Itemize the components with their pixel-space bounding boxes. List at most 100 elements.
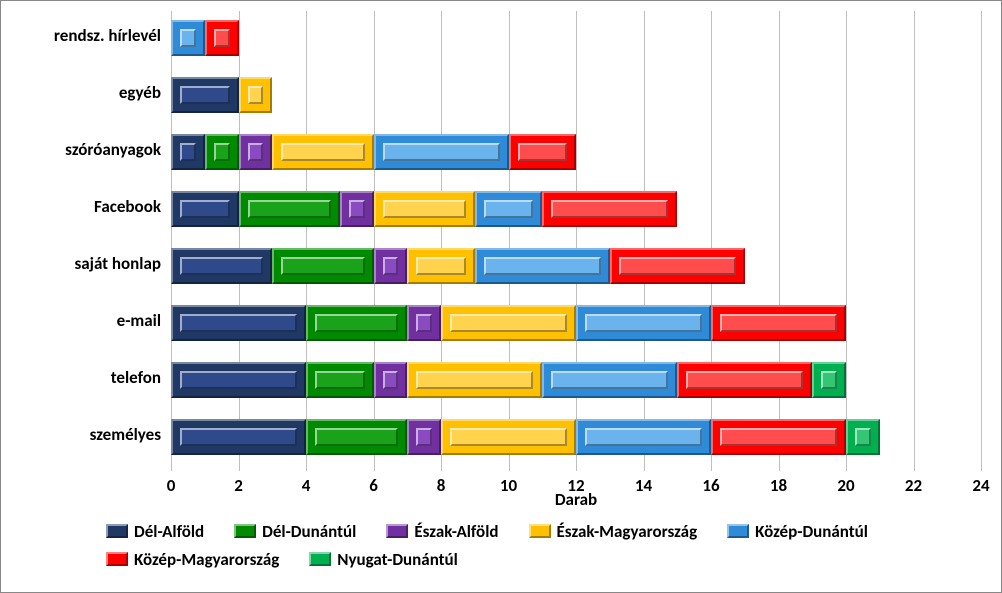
bar-segment <box>374 134 509 170</box>
y-category-label: saját honlap <box>1 255 161 274</box>
bar-segment-inner <box>551 371 668 389</box>
bar-segment-inner <box>315 314 398 332</box>
y-category-label: egyéb <box>1 84 161 103</box>
grid-line <box>306 11 307 471</box>
bar-segment-inner <box>416 314 432 332</box>
y-category-label: személyes <box>1 426 161 445</box>
legend-label: Dél-Dunántúl <box>262 521 356 542</box>
bar-segment <box>205 134 239 170</box>
grid-line <box>441 11 442 471</box>
legend-item: Dél-Dunántúl <box>234 517 362 545</box>
bar-segment <box>711 419 846 455</box>
bar-segment <box>542 191 677 227</box>
bar-segment <box>610 248 745 284</box>
bar-segment-inner <box>214 143 230 161</box>
legend-item: Dél-Alföld <box>106 517 210 545</box>
bar-segment-inner <box>180 257 263 275</box>
grid-line <box>374 11 375 471</box>
bar-segment-inner <box>180 29 196 47</box>
grid-line <box>914 11 915 471</box>
bar-segment <box>171 362 306 398</box>
bar-segment-inner <box>686 371 803 389</box>
bar-segment-inner <box>484 200 534 218</box>
bar-segment <box>171 305 306 341</box>
legend-swatch <box>309 552 331 566</box>
legend-label: Nyugat-Dunántúl <box>337 549 458 570</box>
bar-segment <box>441 305 576 341</box>
bar-segment <box>171 191 239 227</box>
legend-label: Észak-Magyarország <box>557 521 698 542</box>
bar-segment-inner <box>180 371 297 389</box>
bar-segment-inner <box>821 371 837 389</box>
bar-segment <box>509 134 577 170</box>
bar-segment <box>171 20 205 56</box>
legend-swatch <box>529 524 551 538</box>
bar-segment-inner <box>281 143 364 161</box>
bar-segment-inner <box>450 314 567 332</box>
chart-container: 024681012141618202224 rendsz. hírlevéleg… <box>0 0 1002 593</box>
bar-segment <box>272 248 373 284</box>
grid-line <box>779 11 780 471</box>
bar-segment-inner <box>180 314 297 332</box>
legend-item: Közép-Dunántúl <box>727 517 874 545</box>
bar-segment-inner <box>484 257 601 275</box>
grid-line <box>509 11 510 471</box>
legend-label: Észak-Alföld <box>414 521 498 542</box>
bar-segment <box>306 362 374 398</box>
legend-label: Közép-Dunántúl <box>755 521 868 542</box>
bar-segment-inner <box>383 257 399 275</box>
bar-segment <box>340 191 374 227</box>
bar-segment <box>171 248 272 284</box>
bar-segment <box>576 419 711 455</box>
y-category-label: szóróanyagok <box>1 141 161 160</box>
bar-segment-inner <box>248 86 264 104</box>
bar-segment-inner <box>315 428 398 446</box>
grid-line <box>711 11 712 471</box>
y-category-label: rendsz. hírlevél <box>1 27 161 46</box>
y-category-label: Facebook <box>1 198 161 217</box>
bar-segment <box>374 362 408 398</box>
bar-segment-inner <box>619 257 736 275</box>
bar-segment-inner <box>180 143 196 161</box>
legend-item: Észak-Magyarország <box>529 517 704 545</box>
bar-segment <box>407 362 542 398</box>
bar-segment-inner <box>180 86 230 104</box>
bar-segment <box>374 248 408 284</box>
legend-label: Dél-Alföld <box>134 521 204 542</box>
grid-line <box>644 11 645 471</box>
x-axis-title: Darab <box>171 489 981 510</box>
bar-segment-inner <box>383 143 500 161</box>
legend-swatch <box>727 524 749 538</box>
grid-line <box>576 11 577 471</box>
bar-segment <box>239 77 273 113</box>
bar-segment-inner <box>518 143 568 161</box>
bar-segment-inner <box>315 371 365 389</box>
bar-segment-inner <box>585 314 702 332</box>
legend-swatch <box>386 524 408 538</box>
legend-item: Nyugat-Dunántúl <box>309 545 464 573</box>
bar-segment <box>171 419 306 455</box>
bar-segment-inner <box>248 200 331 218</box>
bar-segment-inner <box>585 428 702 446</box>
bar-segment <box>441 419 576 455</box>
bar-segment <box>576 305 711 341</box>
bar-segment-inner <box>855 428 871 446</box>
bar-segment <box>306 305 407 341</box>
legend-label: Közép-Magyarország <box>134 549 279 570</box>
bar-segment-inner <box>416 371 533 389</box>
legend-swatch <box>106 524 128 538</box>
bar-segment <box>272 134 373 170</box>
bar-segment-inner <box>180 428 297 446</box>
legend: Dél-Alföld Dél-Dunántúl Észak-Alföld Észak-… <box>106 517 971 587</box>
bar-segment <box>846 419 880 455</box>
bar-segment <box>677 362 812 398</box>
bar-segment-inner <box>416 428 432 446</box>
y-category-label: telefon <box>1 369 161 388</box>
grid-line <box>981 11 982 471</box>
bar-segment <box>407 305 441 341</box>
bar-segment-inner <box>416 257 466 275</box>
bar-segment <box>374 191 475 227</box>
bar-segment-inner <box>214 29 230 47</box>
bar-segment <box>475 191 543 227</box>
bar-segment-inner <box>281 257 364 275</box>
